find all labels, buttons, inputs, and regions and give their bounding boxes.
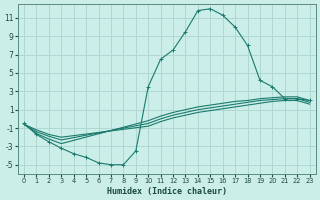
X-axis label: Humidex (Indice chaleur): Humidex (Indice chaleur)	[107, 187, 227, 196]
